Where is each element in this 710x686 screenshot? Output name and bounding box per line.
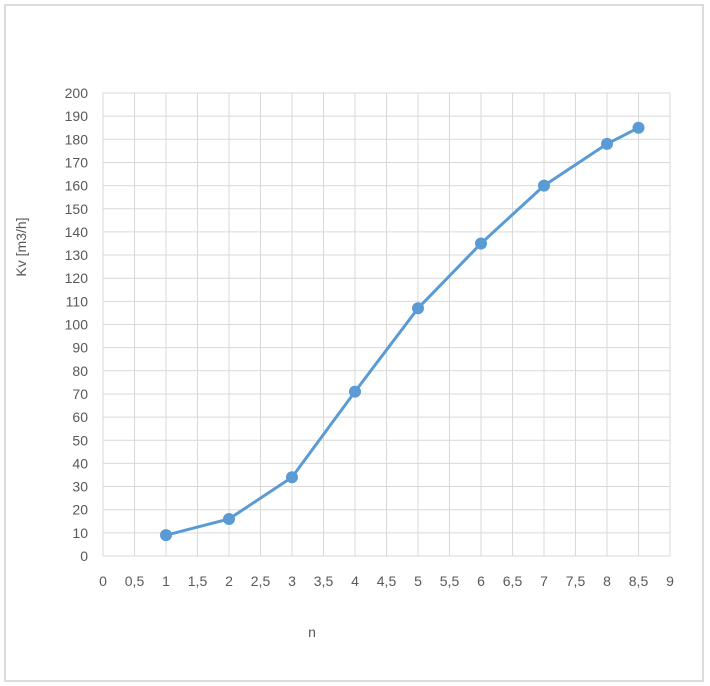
y-axis-title: Kv [m3/h] <box>13 217 29 276</box>
x-tick-label: 2 <box>225 573 233 589</box>
y-tick-label: 180 <box>65 131 89 147</box>
chart-frame <box>4 4 704 682</box>
y-axis-tick-labels: 0 10 20 30 40 50 60 70 80 90 100 110 120 130 140 150 160… <box>65 85 89 564</box>
x-tick-label: 7 <box>540 573 548 589</box>
y-tick-label: 90 <box>72 340 88 356</box>
x-axis-title: n <box>308 624 316 640</box>
gridlines <box>102 92 671 557</box>
x-tick-label: 5,5 <box>440 573 460 589</box>
y-tick-label: 140 <box>65 224 89 240</box>
y-tick-label: 130 <box>65 247 89 263</box>
x-tick-label: 6,5 <box>503 573 523 589</box>
y-tick-label: 30 <box>72 479 88 495</box>
x-tick-label: 0 <box>99 573 107 589</box>
data-point <box>475 237 487 250</box>
y-tick-label: 0 <box>80 548 88 564</box>
x-tick-label: 6 <box>477 573 485 589</box>
y-tick-label: 20 <box>72 502 88 518</box>
x-tick-label: 1,5 <box>188 573 208 589</box>
data-point <box>223 512 235 525</box>
data-point <box>412 302 424 315</box>
y-tick-label: 150 <box>65 201 89 217</box>
y-tick-label: 110 <box>66 293 89 309</box>
x-tick-label: 4,5 <box>377 573 397 589</box>
x-tick-label: 5 <box>414 573 422 589</box>
y-tick-label: 100 <box>65 317 89 333</box>
y-tick-label: 190 <box>65 108 89 124</box>
y-tick-label: 170 <box>65 154 89 170</box>
y-tick-label: 10 <box>72 525 88 541</box>
y-tick-label: 120 <box>65 270 89 286</box>
x-tick-label: 2,5 <box>251 573 271 589</box>
series-line <box>165 126 640 537</box>
y-tick-label: 200 <box>65 85 89 101</box>
x-tick-label: 4 <box>351 573 359 589</box>
data-point <box>286 471 298 484</box>
x-tick-label: 3,5 <box>314 573 334 589</box>
y-tick-label: 80 <box>72 363 88 379</box>
y-tick-label: 60 <box>72 409 88 425</box>
series-group <box>160 121 645 542</box>
x-tick-label: 3 <box>288 573 296 589</box>
y-tick-label: 40 <box>72 455 88 471</box>
x-tick-label: 9 <box>666 573 674 589</box>
data-point <box>632 121 645 134</box>
x-tick-label: 1 <box>162 573 170 589</box>
x-tick-label: 8 <box>603 573 611 589</box>
data-point <box>349 385 361 398</box>
y-tick-label: 70 <box>72 386 88 402</box>
x-tick-label: 0,5 <box>125 573 145 589</box>
data-point <box>601 137 613 150</box>
x-axis-tick-labels: 0 0,5 1 1,5 2 2,5 3 3,5 4 4,5 5 5,5 6 6,5 7 7,5 8 8,5 9 <box>99 573 674 589</box>
y-tick-label: 50 <box>72 432 88 448</box>
x-tick-label: 8,5 <box>629 573 649 589</box>
y-tick-label: 160 <box>65 178 89 194</box>
data-point <box>538 179 550 192</box>
data-point <box>160 529 172 542</box>
x-tick-label: 7,5 <box>566 573 586 589</box>
